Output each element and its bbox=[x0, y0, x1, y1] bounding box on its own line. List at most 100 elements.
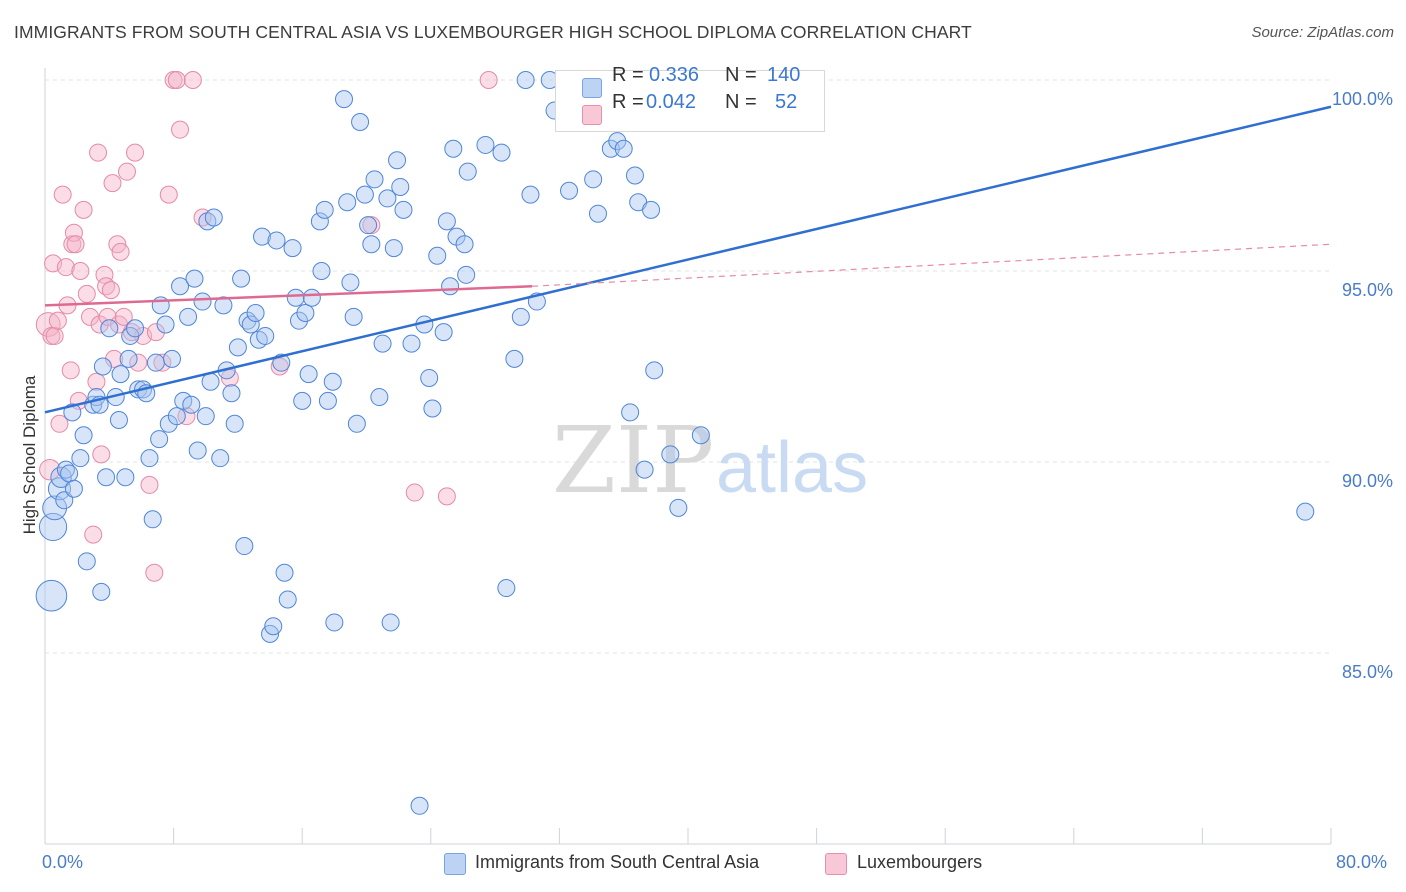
data-point bbox=[97, 468, 116, 487]
data-point bbox=[77, 284, 96, 303]
data-point bbox=[365, 170, 384, 189]
data-point bbox=[38, 512, 68, 542]
data-point bbox=[171, 277, 190, 296]
data-point bbox=[275, 563, 294, 582]
data-point bbox=[434, 323, 453, 342]
data-point bbox=[645, 361, 664, 380]
data-point bbox=[661, 445, 680, 464]
data-point bbox=[394, 200, 413, 219]
data-point bbox=[111, 242, 130, 261]
data-point bbox=[614, 139, 633, 158]
legend-blue-r-label: R = bbox=[612, 63, 644, 86]
data-point bbox=[201, 372, 220, 391]
data-point bbox=[119, 349, 138, 368]
data-point bbox=[100, 319, 119, 338]
data-point bbox=[370, 388, 389, 407]
data-point bbox=[45, 326, 64, 345]
data-point bbox=[355, 185, 374, 204]
data-point bbox=[458, 162, 477, 181]
data-point bbox=[177, 407, 196, 426]
legend-swatch-blue bbox=[582, 78, 602, 98]
data-point bbox=[196, 407, 215, 426]
legend-pink-n-label: N = bbox=[725, 90, 757, 113]
data-point bbox=[642, 200, 661, 219]
data-point bbox=[373, 334, 392, 353]
legend-pink-r-label: R = bbox=[612, 90, 644, 113]
data-point bbox=[505, 349, 524, 368]
data-point bbox=[48, 311, 67, 330]
trend-line-pink bbox=[44, 285, 533, 307]
data-point bbox=[179, 307, 198, 326]
data-point bbox=[103, 174, 122, 193]
data-point bbox=[444, 139, 463, 158]
data-point bbox=[214, 296, 233, 315]
data-point bbox=[286, 288, 305, 307]
data-point bbox=[56, 258, 75, 277]
data-point bbox=[60, 464, 79, 483]
data-point bbox=[359, 216, 378, 235]
data-point bbox=[53, 185, 72, 204]
data-point bbox=[74, 426, 93, 445]
data-point bbox=[479, 71, 498, 89]
data-point bbox=[299, 365, 318, 384]
data-point bbox=[378, 189, 397, 208]
data-point bbox=[410, 796, 429, 815]
data-point bbox=[150, 430, 169, 449]
data-point bbox=[560, 181, 579, 200]
data-point bbox=[511, 307, 530, 326]
data-point bbox=[584, 170, 603, 189]
data-point bbox=[92, 582, 111, 601]
data-point bbox=[521, 185, 540, 204]
data-point bbox=[71, 449, 90, 468]
data-point bbox=[608, 132, 627, 151]
data-point bbox=[405, 483, 424, 502]
data-point bbox=[71, 262, 90, 280]
data-point bbox=[117, 162, 136, 181]
data-point bbox=[35, 312, 61, 337]
data-point bbox=[323, 372, 342, 391]
data-point bbox=[334, 90, 353, 109]
y-tick-labels: 85.0% 90.0% 95.0% 100.0% bbox=[1332, 89, 1393, 682]
data-point bbox=[437, 487, 456, 506]
data-point bbox=[669, 498, 688, 517]
data-point bbox=[50, 414, 69, 433]
data-point bbox=[77, 552, 96, 571]
data-point bbox=[246, 304, 265, 323]
data-point bbox=[347, 414, 366, 433]
data-point bbox=[601, 139, 620, 158]
data-point bbox=[55, 491, 74, 510]
data-point bbox=[64, 479, 83, 498]
data-point bbox=[188, 441, 207, 460]
chart-title: IMMIGRANTS FROM SOUTH CENTRAL ASIA VS LU… bbox=[14, 22, 972, 42]
data-point bbox=[64, 223, 83, 242]
y-tick-label: 90.0% bbox=[1342, 471, 1393, 491]
data-point bbox=[256, 326, 275, 345]
data-point bbox=[289, 311, 308, 330]
data-point bbox=[621, 403, 640, 422]
data-point bbox=[126, 319, 145, 338]
data-point bbox=[312, 262, 331, 280]
data-point bbox=[278, 590, 297, 609]
data-point bbox=[81, 307, 100, 326]
x-axis-max-label: 80.0% bbox=[1336, 852, 1388, 872]
data-point bbox=[92, 445, 111, 464]
data-point bbox=[126, 143, 145, 162]
watermark: ZIP atlas bbox=[552, 407, 868, 514]
data-point bbox=[691, 426, 710, 445]
data-point bbox=[310, 212, 329, 231]
trend-lines bbox=[44, 105, 1332, 414]
data-point bbox=[156, 315, 175, 334]
data-point bbox=[162, 349, 181, 368]
data-point bbox=[497, 579, 516, 598]
data-point bbox=[264, 617, 283, 636]
data-point bbox=[167, 407, 186, 426]
data-point bbox=[225, 414, 244, 433]
data-point bbox=[193, 292, 212, 311]
legend-blue-n-value: 140 bbox=[767, 63, 801, 86]
data-point bbox=[428, 246, 447, 265]
data-point bbox=[182, 395, 201, 414]
series-legend-swatch-pink bbox=[825, 853, 847, 875]
data-point bbox=[362, 235, 381, 254]
legend-pink-r-value: 0.042 bbox=[646, 90, 697, 113]
data-point bbox=[302, 288, 321, 307]
